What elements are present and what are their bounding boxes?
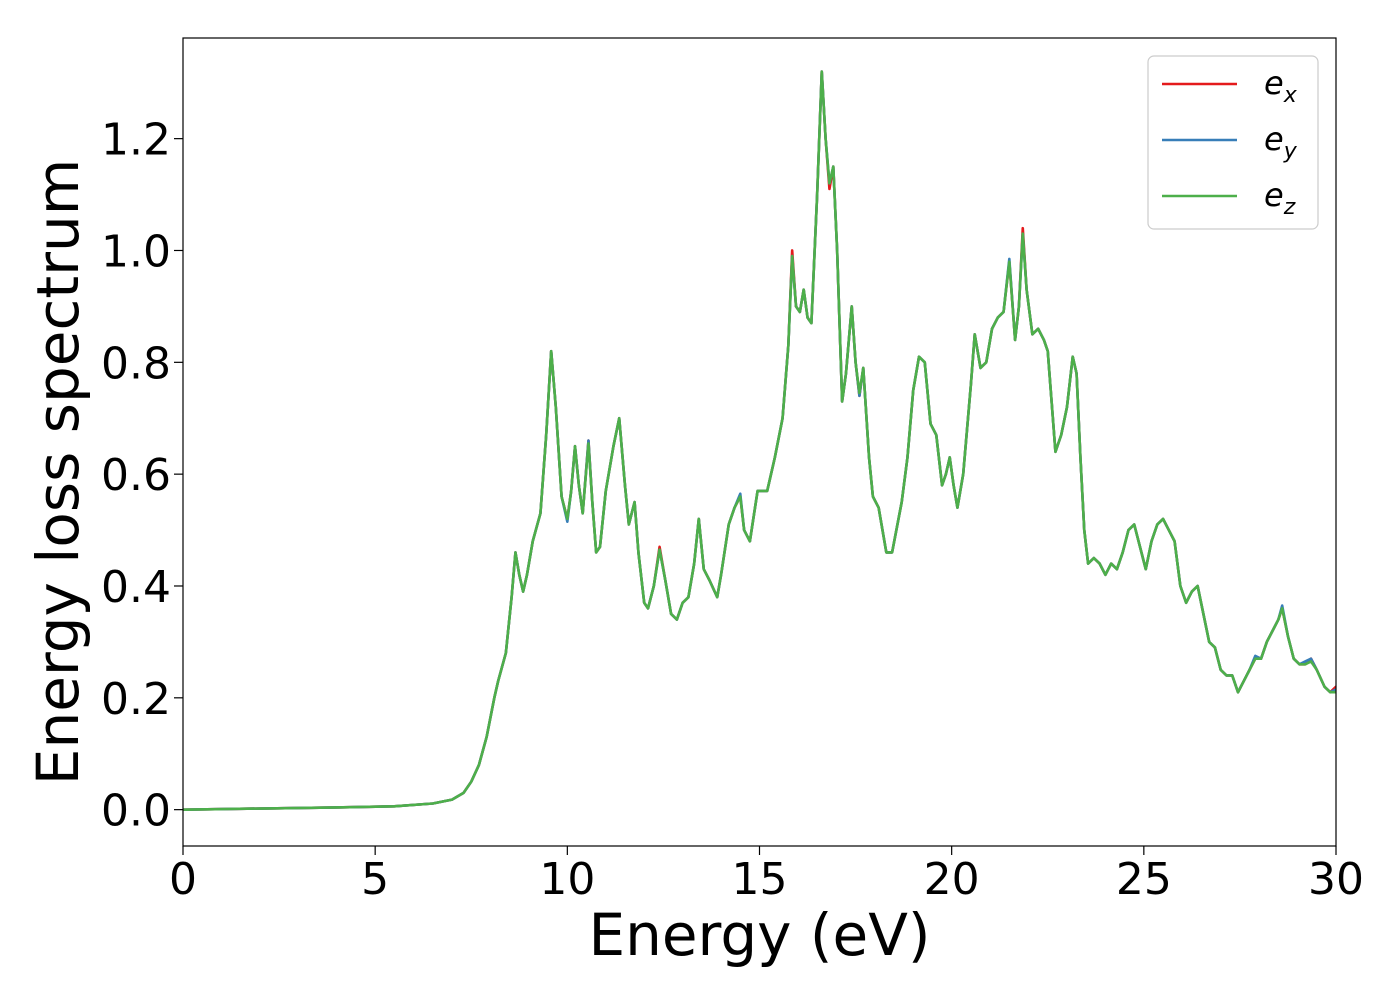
x-tick-label: 20 xyxy=(924,854,980,905)
y-tick-label: 0.6 xyxy=(101,450,171,501)
y-tick-label: 0.8 xyxy=(101,338,171,389)
legend-label-x: ex xyxy=(1264,64,1298,108)
legend: ex ey ez xyxy=(1147,55,1319,230)
legend-box xyxy=(1147,55,1319,230)
y-tick-label: 0.2 xyxy=(101,674,171,725)
x-tick-label: 15 xyxy=(732,854,788,905)
plot-area xyxy=(182,37,1337,847)
y-tick-label: 1.2 xyxy=(101,115,171,166)
series-layer xyxy=(183,70,1336,811)
series-line-z xyxy=(183,70,1336,811)
y-tick-label: 0.4 xyxy=(101,562,171,613)
x-axis-label: Energy (eV) xyxy=(588,901,930,969)
y-axis-label: Energy loss spectrum xyxy=(24,159,92,785)
y-tick-label: 1.0 xyxy=(101,226,171,277)
legend-label-z: ez xyxy=(1264,176,1296,220)
x-tick-label: 10 xyxy=(539,854,595,905)
x-tick-label: 0 xyxy=(169,854,197,905)
legend-label-y: ey xyxy=(1264,120,1298,164)
x-tick-label: 25 xyxy=(1116,854,1172,905)
y-tick-label: 0.0 xyxy=(101,786,171,837)
x-tick-label: 5 xyxy=(361,854,389,905)
x-axis-ticks: 0 5 10 15 20 25 30 xyxy=(169,846,1364,905)
y-axis-ticks: 0.0 0.2 0.4 0.6 0.8 1.0 1.2 xyxy=(101,115,183,837)
x-tick-label: 30 xyxy=(1308,854,1364,905)
